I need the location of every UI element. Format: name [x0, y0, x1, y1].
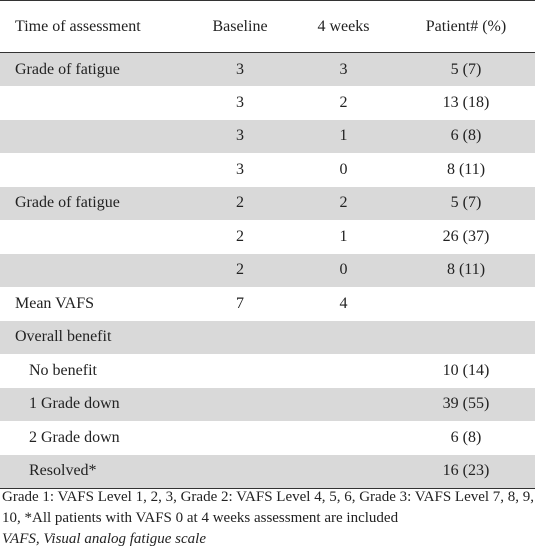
row-label: [0, 119, 190, 153]
patient-count-cell: 13 (18): [442, 93, 490, 111]
row-label: Grade of fatigue: [0, 186, 190, 220]
patient-count-cell: 6 (8): [397, 119, 535, 153]
row-label: Grade of fatigue: [0, 52, 190, 86]
table-row: 2 1 26 (37): [0, 220, 535, 254]
patient-count-cell: 8 (11): [446, 160, 486, 178]
table-row: Mean VAFS 7 4: [0, 287, 535, 321]
four-weeks-cell: [290, 454, 397, 489]
table-row: 2 Grade down 6 (8): [0, 421, 535, 455]
row-label: 1 Grade down: [0, 387, 190, 421]
row-label: Resolved*: [0, 454, 190, 489]
header-4-weeks: 4 weeks: [290, 0, 397, 53]
baseline-cell: 3: [190, 119, 290, 153]
row-label: No benefit: [29, 361, 97, 379]
four-weeks-cell: 4: [339, 294, 348, 312]
patient-count-cell: 10 (14): [442, 361, 490, 379]
baseline-cell: 2: [190, 186, 290, 220]
row-label: Mean VAFS: [15, 294, 94, 312]
row-label: [0, 220, 190, 254]
patient-count-cell: 26 (37): [442, 227, 490, 245]
table-row: 3 0 8 (11): [0, 153, 535, 187]
row-label: Overall benefit: [0, 320, 190, 354]
four-weeks-cell: 2: [290, 186, 397, 220]
header-time-of-assessment: Time of assessment: [0, 0, 190, 53]
abbreviation-note: VAFS, Visual analog fatigue scale: [2, 531, 206, 547]
four-weeks-cell: 2: [339, 93, 348, 111]
table-row: Overall benefit: [0, 320, 535, 354]
four-weeks-cell: [290, 354, 397, 388]
patient-count-cell: 5 (7): [397, 52, 535, 86]
baseline-cell: 2: [190, 253, 290, 287]
four-weeks-cell: 0: [339, 160, 348, 178]
patient-count-cell: 8 (11): [397, 253, 535, 287]
table-row: 1 Grade down 39 (55): [0, 387, 535, 421]
row-label: [0, 253, 190, 287]
header-patient-percent: Patient# (%): [397, 0, 535, 53]
four-weeks-cell: 1: [339, 227, 348, 245]
patient-count-cell: 6 (8): [450, 428, 482, 446]
four-weeks-cell: [290, 320, 397, 354]
patient-count-cell: [397, 287, 535, 321]
baseline-cell: [190, 320, 290, 354]
fatigue-table: Time of assessment Baseline 4 weeks Pati…: [0, 0, 535, 489]
four-weeks-cell: 0: [290, 253, 397, 287]
patient-count-cell: 16 (23): [397, 454, 535, 489]
baseline-cell: [190, 454, 290, 489]
baseline-cell: [190, 387, 290, 421]
four-weeks-cell: 3: [290, 52, 397, 86]
four-weeks-cell: 1: [290, 119, 397, 153]
row-label: [0, 86, 190, 120]
table-row: 3 2 13 (18): [0, 86, 535, 120]
table-row: Resolved* 16 (23): [0, 454, 535, 489]
table-footnotes: Grade 1: VAFS Level 1, 2, 3, Grade 2: VA…: [2, 487, 535, 550]
baseline-cell: [190, 354, 290, 388]
grade-definitions-note: Grade 1: VAFS Level 1, 2, 3, Grade 2: VA…: [2, 489, 535, 526]
header-baseline: Baseline: [190, 0, 290, 53]
table-row: Grade of fatigue 3 3 5 (7): [0, 52, 535, 86]
patient-count-cell: [397, 320, 535, 354]
baseline-cell: 2: [236, 227, 244, 245]
patient-count-cell: 39 (55): [397, 387, 535, 421]
baseline-cell: 3: [236, 160, 244, 178]
four-weeks-cell: [290, 387, 397, 421]
baseline-cell: 3: [190, 52, 290, 86]
row-label: [0, 153, 190, 187]
baseline-cell: [190, 421, 290, 455]
baseline-cell: 3: [236, 93, 244, 111]
patient-count-cell: 5 (7): [397, 186, 535, 220]
baseline-cell: 7: [236, 294, 244, 312]
table-row: No benefit 10 (14): [0, 354, 535, 388]
four-weeks-cell: [290, 421, 397, 455]
table-row: Grade of fatigue 2 2 5 (7): [0, 186, 535, 220]
table-header-row: Time of assessment Baseline 4 weeks Pati…: [0, 0, 535, 53]
row-label: 2 Grade down: [29, 428, 120, 446]
